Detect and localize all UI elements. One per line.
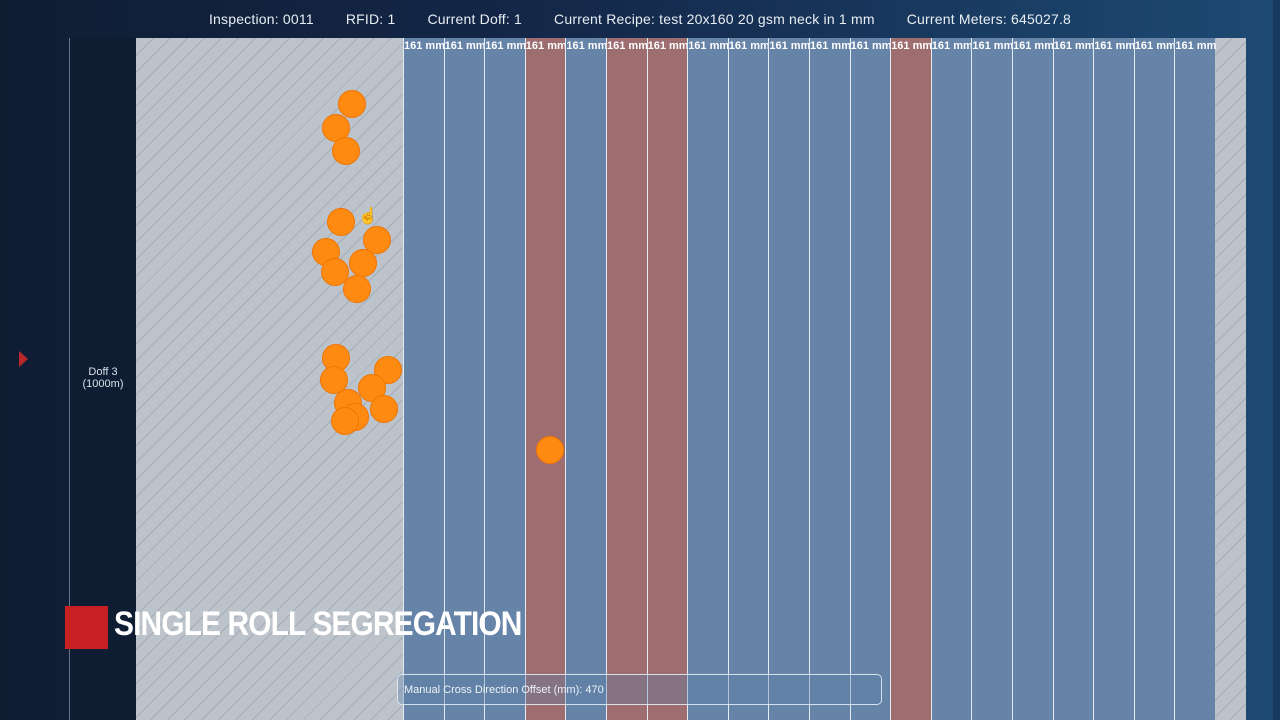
status-header: Inspection: 0011 RFID: 1 Current Doff: 1… (0, 0, 1280, 38)
lane-width-label: 161 mm (607, 40, 648, 52)
lane-5[interactable]: 161 mm (565, 38, 608, 720)
lane-6[interactable]: 161 mm (606, 38, 648, 720)
lane-width-label: 161 mm (525, 40, 567, 52)
current-doff-status: Current Doff: 1 (427, 11, 523, 27)
lane-width-label: 161 mm (1013, 40, 1054, 52)
doff-name: Doff 3 (88, 366, 118, 378)
defect-marker[interactable] (332, 137, 360, 165)
rfid-status: RFID: 1 (345, 11, 396, 27)
cross-direction-offset-field[interactable]: Manual Cross Direction Offset (mm): 470 (397, 674, 882, 705)
inspection-status: Inspection: 0011 (208, 11, 314, 27)
lane-1[interactable]: 161 mm (403, 38, 445, 720)
lane-13[interactable]: 161 mm (890, 38, 933, 720)
cross-direction-offset-label: Manual Cross Direction Offset (mm): 470 (404, 683, 604, 696)
window-edge (1273, 0, 1280, 720)
lane-12[interactable]: 161 mm (849, 38, 892, 720)
lane-19[interactable]: 161 mm (1133, 38, 1176, 720)
defect-marker[interactable] (327, 208, 355, 236)
web-map[interactable]: 161 mm 161 mm 161 mm 161 mm 161 mm 161 mm 161 … (136, 38, 1246, 720)
mouse-pointer-icon: ☝ (358, 208, 378, 225)
current-recipe-status: Current Recipe: test 20x160 20 gsm neck … (554, 11, 875, 27)
lane-9[interactable]: 161 mm (727, 38, 770, 720)
lane-width-label: 161 mm (688, 40, 730, 52)
lane-width-label: 161 mm (972, 40, 1014, 52)
lane-11[interactable]: 161 mm (809, 38, 851, 720)
lane-width-label: 161 mm (810, 40, 851, 52)
lane-width-label: 161 mm (769, 40, 811, 52)
doff-length: (1000m) (82, 378, 124, 390)
lane-3[interactable]: 161 mm (484, 38, 527, 720)
lane-4[interactable]: 161 mm (524, 38, 567, 720)
defect-marker[interactable] (331, 407, 359, 435)
lane-container: 161 mm 161 mm 161 mm 161 mm 161 mm 161 mm 161 … (403, 38, 1217, 720)
lane-width-label: 161 mm (728, 40, 770, 52)
lane-width-label: 161 mm (647, 40, 689, 52)
lane-width-label: 161 mm (1134, 40, 1176, 52)
lane-width-label: 161 mm (1175, 40, 1217, 52)
left-guide-line (69, 38, 70, 720)
defect-marker[interactable] (343, 275, 371, 303)
defect-marker[interactable] (338, 90, 366, 118)
lane-8[interactable]: 161 mm (687, 38, 730, 720)
defect-marker[interactable] (349, 249, 377, 277)
position-marker-icon (19, 351, 28, 367)
lane-width-label: 161 mm (1094, 40, 1136, 52)
lane-7[interactable]: 161 mm (646, 38, 689, 720)
current-meters-status: Current Meters: 645027.8 (906, 11, 1072, 27)
lane-17[interactable]: 161 mm (1052, 38, 1095, 720)
lane-14[interactable]: 161 mm (930, 38, 973, 720)
right-trim-zone (1215, 38, 1246, 720)
defect-marker[interactable] (536, 436, 564, 464)
lane-width-label: 161 mm (444, 40, 486, 52)
lane-15[interactable]: 161 mm (971, 38, 1014, 720)
lane-width-label: 161 mm (566, 40, 608, 52)
lane-width-label: 161 mm (1053, 40, 1095, 52)
lane-2[interactable]: 161 mm (443, 38, 486, 720)
lane-width-label: 161 mm (485, 40, 527, 52)
overlay-title: SINGLE ROLL SEGREGATION (114, 605, 522, 643)
lane-width-label: 161 mm (404, 40, 445, 52)
lane-width-label: 161 mm (931, 40, 973, 52)
lane-width-label: 161 mm (850, 40, 892, 52)
lane-10[interactable]: 161 mm (768, 38, 811, 720)
lane-width-label: 161 mm (891, 40, 933, 52)
lane-18[interactable]: 161 mm (1093, 38, 1136, 720)
doff-label: Doff 3 (1000m) (70, 366, 136, 390)
lane-16[interactable]: 161 mm (1012, 38, 1054, 720)
segregation-badge (65, 606, 108, 649)
lane-20[interactable]: 161 mm (1174, 38, 1217, 720)
defect-marker[interactable] (370, 395, 398, 423)
